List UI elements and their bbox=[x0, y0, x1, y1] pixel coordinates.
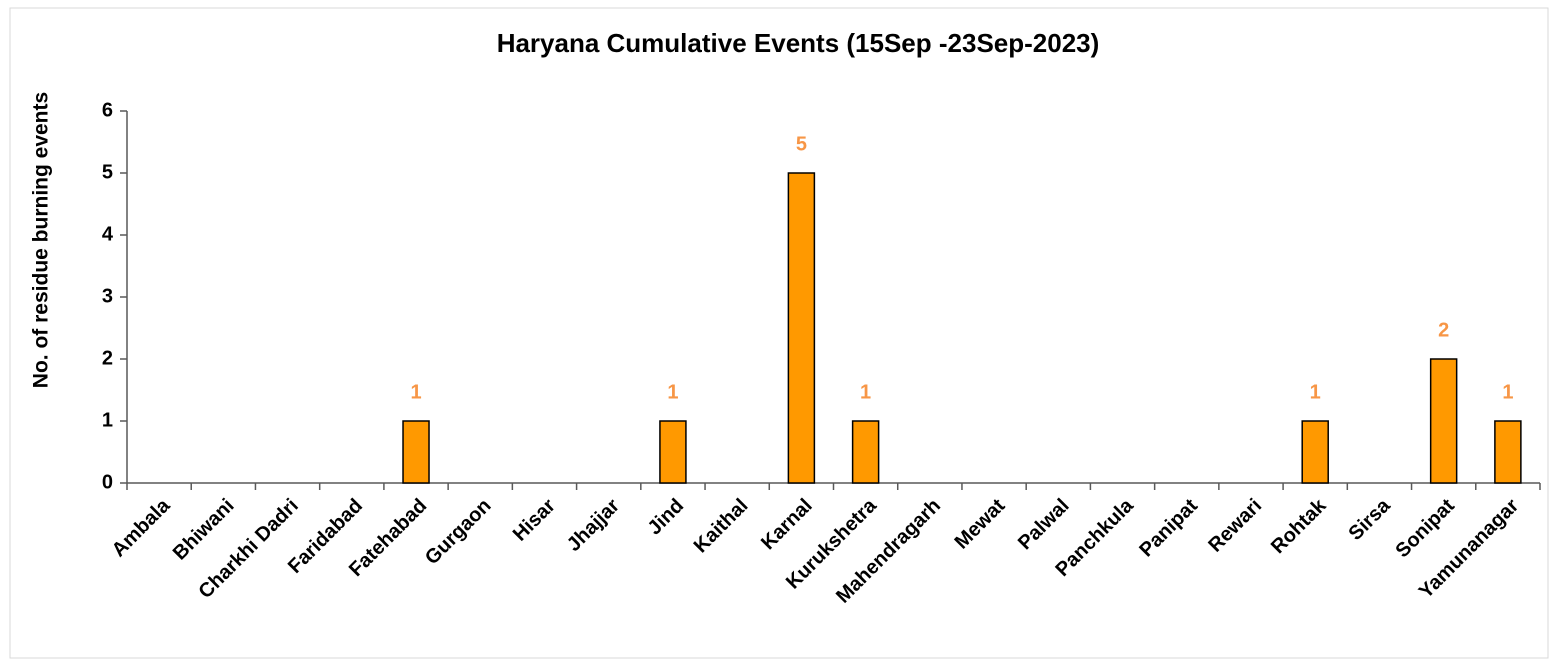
bar bbox=[1494, 420, 1522, 484]
data-label: 2 bbox=[1438, 319, 1449, 341]
data-label: 1 bbox=[410, 381, 421, 403]
y-axis-label: No. of residue burning events bbox=[30, 92, 53, 388]
y-tick-label: 1 bbox=[102, 409, 113, 431]
chart-title: Haryana Cumulative Events (15Sep -23Sep-… bbox=[497, 28, 1100, 58]
bar bbox=[402, 420, 430, 484]
bar bbox=[1301, 420, 1329, 484]
data-label: 1 bbox=[1502, 381, 1513, 403]
data-label: 1 bbox=[860, 381, 871, 403]
data-label: 1 bbox=[667, 381, 678, 403]
y-tick-label: 3 bbox=[102, 285, 113, 307]
data-label: 5 bbox=[796, 133, 807, 155]
y-tick-label: 5 bbox=[102, 161, 113, 183]
y-tick-label: 0 bbox=[102, 471, 113, 493]
bar bbox=[1429, 358, 1458, 484]
bar bbox=[787, 172, 816, 484]
data-label: 1 bbox=[1310, 381, 1321, 403]
y-tick-label: 2 bbox=[102, 347, 113, 369]
bar bbox=[659, 420, 687, 484]
y-tick-label: 6 bbox=[102, 99, 113, 121]
bar bbox=[851, 420, 880, 484]
chart-border bbox=[9, 7, 1549, 659]
y-tick-label: 4 bbox=[102, 223, 114, 245]
